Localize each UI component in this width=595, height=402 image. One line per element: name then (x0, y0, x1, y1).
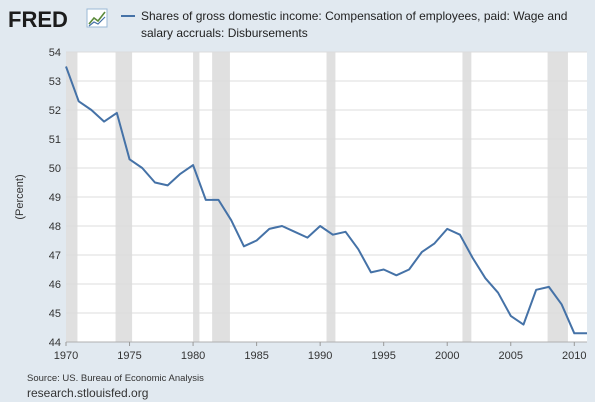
y-tick-label: 49 (49, 192, 61, 204)
y-tick-label: 51 (49, 134, 61, 146)
x-tick-label: 1990 (308, 350, 332, 362)
y-tick-label: 44 (49, 337, 61, 349)
legend-label-line1: Shares of gross domestic income: Compens… (141, 9, 567, 23)
legend: Shares of gross domestic income: Compens… (121, 9, 567, 40)
y-tick-label: 48 (49, 221, 61, 233)
x-tick-label: 2010 (562, 350, 586, 362)
x-tick-label: 2000 (435, 350, 459, 362)
series-layer (65, 66, 588, 335)
fred-logo-chart-icon (86, 8, 108, 28)
fred-logo-text: FRED (8, 7, 68, 32)
y-tick-label: 53 (49, 76, 61, 88)
y-tick-label: 54 (49, 47, 61, 59)
y-tick-label: 52 (49, 105, 61, 117)
y-tick-label: 50 (49, 163, 61, 175)
x-tick-label: 1975 (117, 350, 141, 362)
x-tick-label: 1970 (54, 350, 78, 362)
y-axis-title: (Percent) (14, 174, 26, 219)
x-tick-label: 1980 (181, 350, 205, 362)
y-tick-label: 47 (49, 250, 61, 262)
y-axis-ticks: 44 45 46 47 48 49 50 51 52 53 54 (49, 47, 61, 349)
x-tick-label: 1985 (244, 350, 268, 362)
fred-logo[interactable]: FRED (8, 7, 108, 32)
source-url[interactable]: research.stlouisfed.org (27, 386, 148, 400)
legend-label-line2: salary accruals: Disbursements (141, 26, 308, 40)
y-tick-label: 45 (49, 308, 61, 320)
x-axis-ticks: 1970 1975 1980 1985 1990 1995 2000 2005 2010 (54, 341, 587, 362)
series-line (65, 66, 587, 335)
source-note: Source: US. Bureau of Economic Analysis (27, 373, 204, 384)
x-tick-label: 2005 (499, 350, 523, 362)
x-tick-label: 1995 (371, 350, 395, 362)
y-tick-label: 46 (49, 279, 61, 291)
